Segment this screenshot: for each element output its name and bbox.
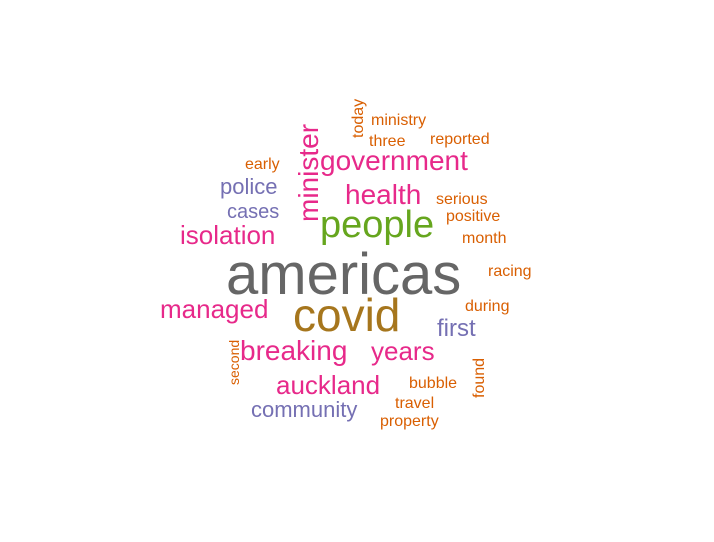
word-government: government <box>320 145 468 176</box>
word-covid: covid <box>293 289 401 341</box>
word-cases: cases <box>227 201 280 223</box>
word-three: three <box>369 133 406 150</box>
word-reported: reported <box>430 131 490 148</box>
word-property: property <box>380 413 439 430</box>
word-found: found <box>471 357 488 398</box>
word-today: today <box>350 98 367 138</box>
word-people: people <box>320 204 435 246</box>
word-second: second <box>226 339 242 385</box>
word-travel: travel <box>395 395 435 412</box>
word-auckland: auckland <box>276 370 381 400</box>
word-bubble: bubble <box>409 375 458 392</box>
word-early: early <box>245 156 280 173</box>
word-racing: racing <box>488 263 532 280</box>
word-managed: managed <box>160 294 269 324</box>
word-minister: minister <box>293 123 324 222</box>
word-americas: americas <box>226 242 462 307</box>
word-during: during <box>465 298 510 315</box>
word-community: community <box>251 397 358 422</box>
word-serious: serious <box>436 191 488 208</box>
word-month: month <box>462 230 507 247</box>
word-first: first <box>437 315 476 342</box>
word-police: police <box>220 174 278 199</box>
word-health: health <box>345 179 422 210</box>
word-positive: positive <box>446 208 501 225</box>
word-ministry: ministry <box>371 112 427 129</box>
word-breaking: breaking <box>240 335 348 366</box>
word-years: years <box>371 336 435 366</box>
word-isolation: isolation <box>180 220 276 250</box>
